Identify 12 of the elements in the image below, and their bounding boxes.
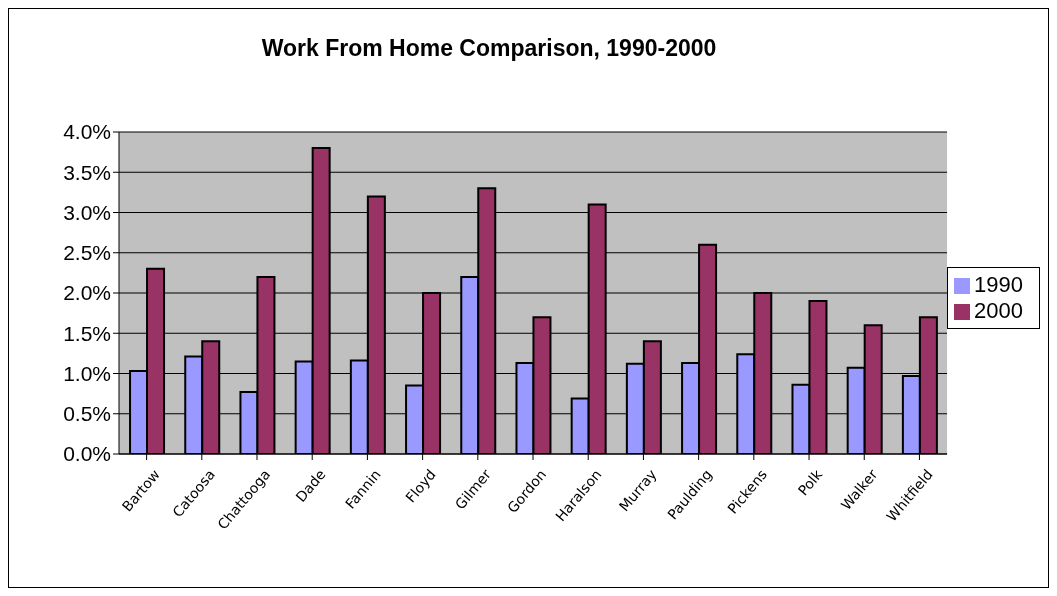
legend-label: 2000 bbox=[974, 298, 1023, 323]
y-tick-label: 3.5% bbox=[63, 160, 111, 184]
y-tick-label: 3.0% bbox=[63, 200, 111, 224]
chart-title: Work From Home Comparison, 1990-2000 bbox=[260, 35, 718, 62]
y-tick-label: 4.0% bbox=[63, 120, 111, 144]
legend-label: 1990 bbox=[974, 272, 1023, 297]
y-tick-label: 1.0% bbox=[63, 361, 111, 385]
y-tick-label: 0.0% bbox=[63, 442, 111, 466]
y-tick-label: 2.5% bbox=[63, 241, 111, 265]
y-tick-label: 0.5% bbox=[63, 402, 111, 426]
y-tick-label: 2.0% bbox=[63, 281, 111, 305]
y-tick-label: 1.5% bbox=[63, 321, 111, 345]
